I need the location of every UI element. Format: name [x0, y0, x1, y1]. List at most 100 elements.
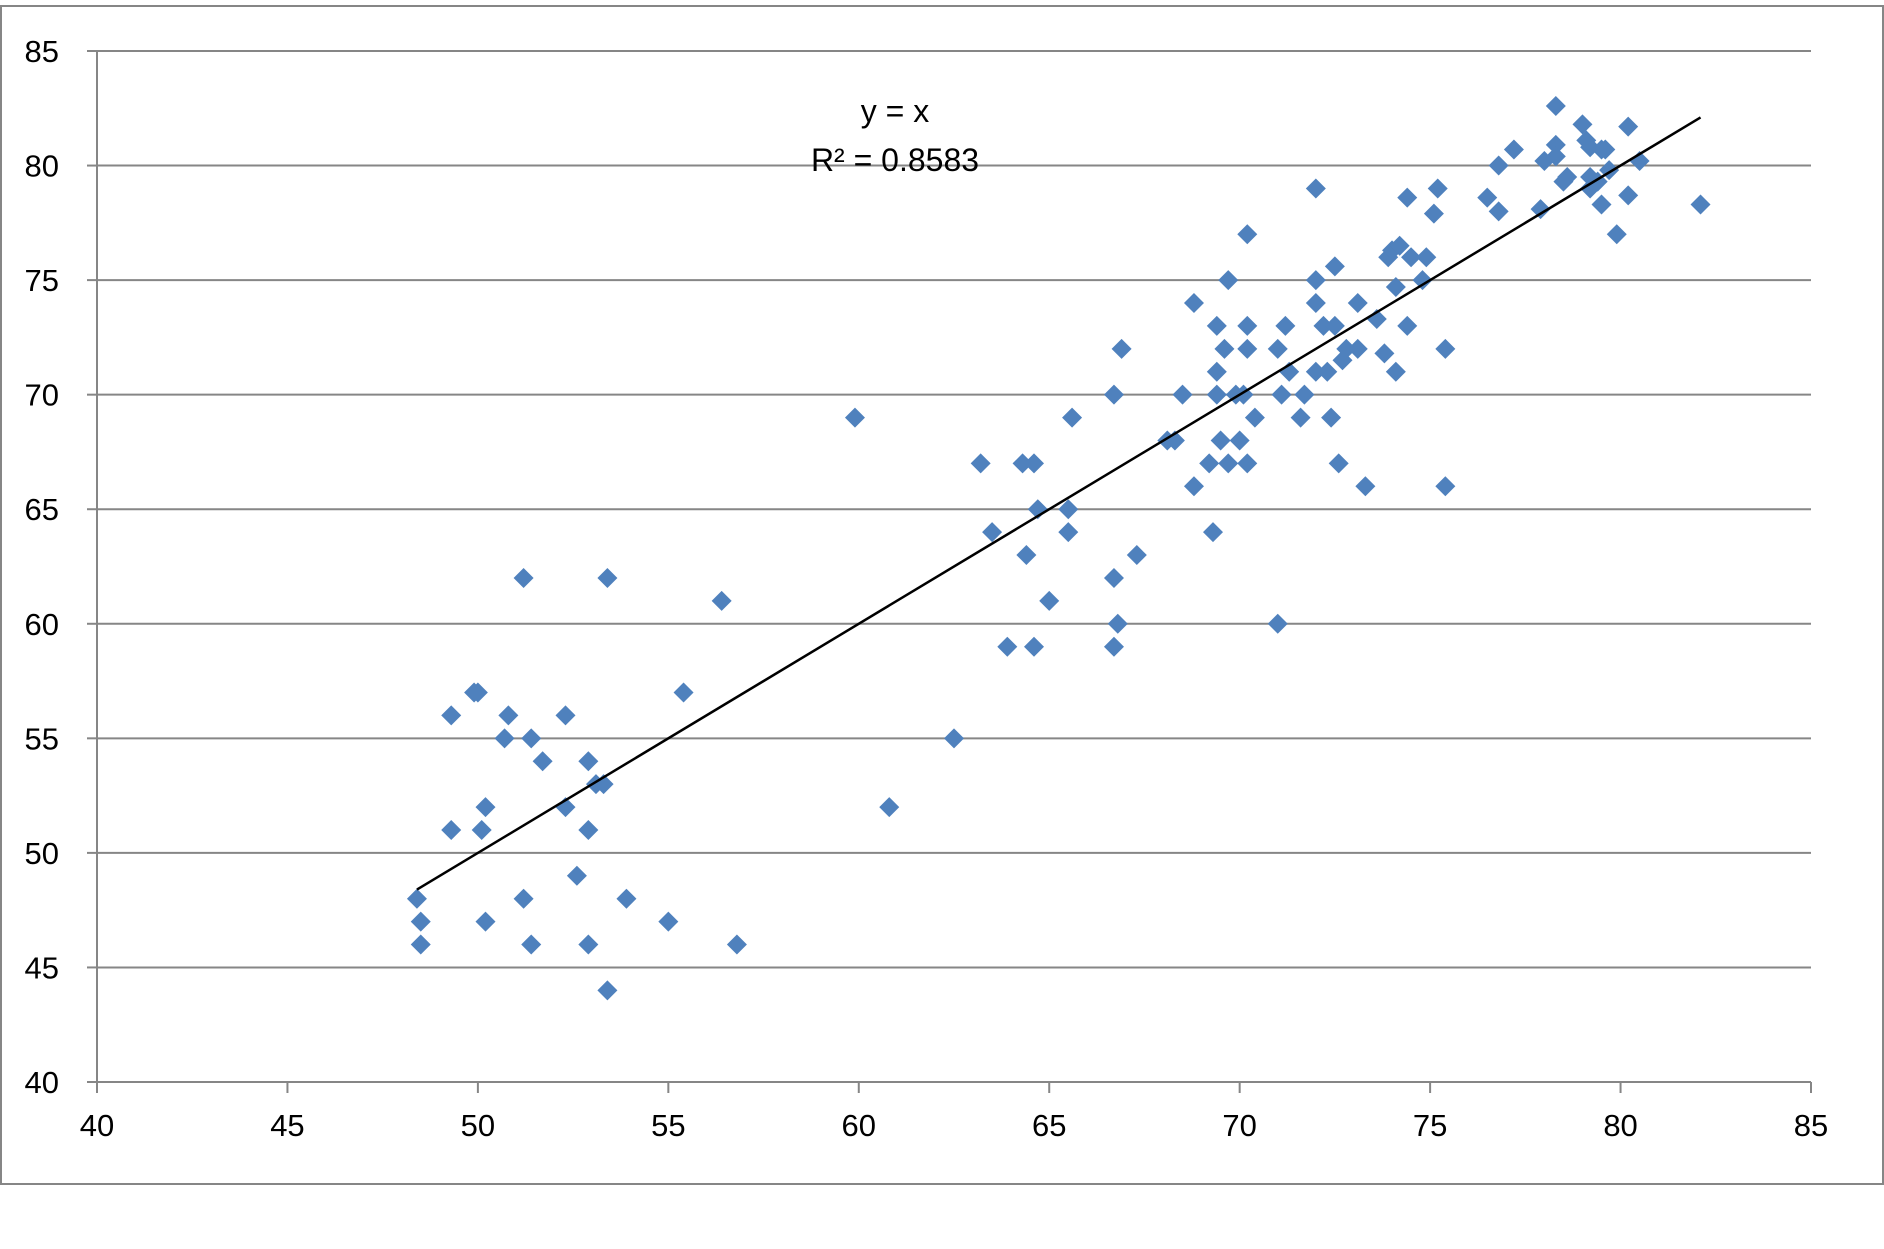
y-tick-label: 55: [25, 721, 59, 756]
x-tick-label: 40: [80, 1108, 114, 1143]
x-tick-label: 45: [270, 1108, 304, 1143]
data-point: [1267, 613, 1288, 634]
y-tick-label: 50: [25, 836, 59, 871]
data-point: [1595, 139, 1616, 160]
data-point: [1023, 636, 1044, 657]
data-point: [1290, 407, 1311, 428]
data-point: [1237, 315, 1258, 336]
data-point: [1690, 194, 1711, 215]
data-point: [1111, 338, 1132, 359]
data-point: [1545, 146, 1566, 167]
x-tick-label: 80: [1603, 1108, 1637, 1143]
data-point: [1103, 567, 1124, 588]
data-point: [1237, 453, 1258, 474]
data-point: [1210, 430, 1231, 451]
data-point: [1271, 384, 1292, 405]
x-tick-label: 75: [1413, 1108, 1447, 1143]
data-point: [1062, 407, 1083, 428]
y-tick-label: 75: [25, 263, 59, 298]
data-point: [1328, 453, 1349, 474]
gridlines: [97, 50, 1811, 969]
data-point: [406, 888, 427, 909]
data-point: [441, 705, 462, 726]
data-point: [970, 453, 991, 474]
x-tick-label: 60: [842, 1108, 876, 1143]
data-point: [1107, 613, 1128, 634]
data-point: [1397, 315, 1418, 336]
trendline-equation: y = x: [861, 93, 929, 129]
data-point: [1477, 187, 1498, 208]
data-point: [597, 567, 618, 588]
data-point: [498, 705, 519, 726]
data-point: [1305, 178, 1326, 199]
data-point: [1203, 522, 1224, 543]
data-point: [616, 888, 637, 909]
data-point: [1305, 361, 1326, 382]
data-point: [1530, 199, 1551, 220]
data-point: [1545, 134, 1566, 155]
y-tick-label: 45: [25, 950, 59, 985]
data-point: [1183, 293, 1204, 314]
data-point: [475, 797, 496, 818]
data-point: [410, 934, 431, 955]
data-point: [1606, 224, 1627, 245]
data-point: [532, 751, 553, 772]
data-point: [726, 934, 747, 955]
data-point: [1435, 476, 1456, 497]
y-tick-label: 85: [25, 34, 59, 69]
data-point: [1374, 343, 1395, 364]
data-point: [410, 911, 431, 932]
data-point: [844, 407, 865, 428]
x-tick-label: 70: [1222, 1108, 1256, 1143]
data-point: [1557, 167, 1578, 188]
x-tick-label: 50: [461, 1108, 495, 1143]
data-point: [1237, 338, 1258, 359]
data-point: [1488, 201, 1509, 222]
data-point: [1545, 95, 1566, 116]
data-point: [494, 728, 515, 749]
trendline: [416, 116, 1702, 891]
trendline-r-squared: R² = 0.8583: [811, 142, 979, 178]
data-point: [1305, 293, 1326, 314]
data-point: [1324, 256, 1345, 277]
data-point: [879, 797, 900, 818]
data-point: [1427, 178, 1448, 199]
y-tick-label: 40: [25, 1065, 59, 1100]
data-point: [521, 934, 542, 955]
data-point: [1401, 247, 1422, 268]
data-point: [673, 682, 694, 703]
data-point: [1103, 384, 1124, 405]
data-point: [711, 590, 732, 611]
data-point: [475, 911, 496, 932]
data-point: [471, 819, 492, 840]
y-tick-label: 60: [25, 607, 59, 642]
data-point: [441, 819, 462, 840]
data-point: [566, 865, 587, 886]
data-point: [1412, 270, 1433, 291]
data-point: [1347, 293, 1368, 314]
data-point: [1317, 361, 1338, 382]
data-point: [1229, 430, 1250, 451]
data-point: [1503, 139, 1524, 160]
data-point: [1378, 247, 1399, 268]
data-points: [406, 95, 1711, 1001]
data-point: [1385, 276, 1406, 297]
data-point: [521, 728, 542, 749]
data-point: [513, 888, 534, 909]
data-point: [555, 705, 576, 726]
x-tick-label: 55: [651, 1108, 685, 1143]
data-point: [1183, 476, 1204, 497]
data-point: [1397, 187, 1418, 208]
data-point: [1267, 338, 1288, 359]
data-point: [1618, 116, 1639, 137]
data-point: [1324, 315, 1345, 336]
y-tick-label: 70: [25, 378, 59, 413]
data-point: [1435, 338, 1456, 359]
axes: [96, 51, 1811, 1083]
data-point: [982, 522, 1003, 543]
y-tick-label: 80: [25, 149, 59, 184]
data-point: [1218, 453, 1239, 474]
data-point: [1237, 224, 1258, 245]
